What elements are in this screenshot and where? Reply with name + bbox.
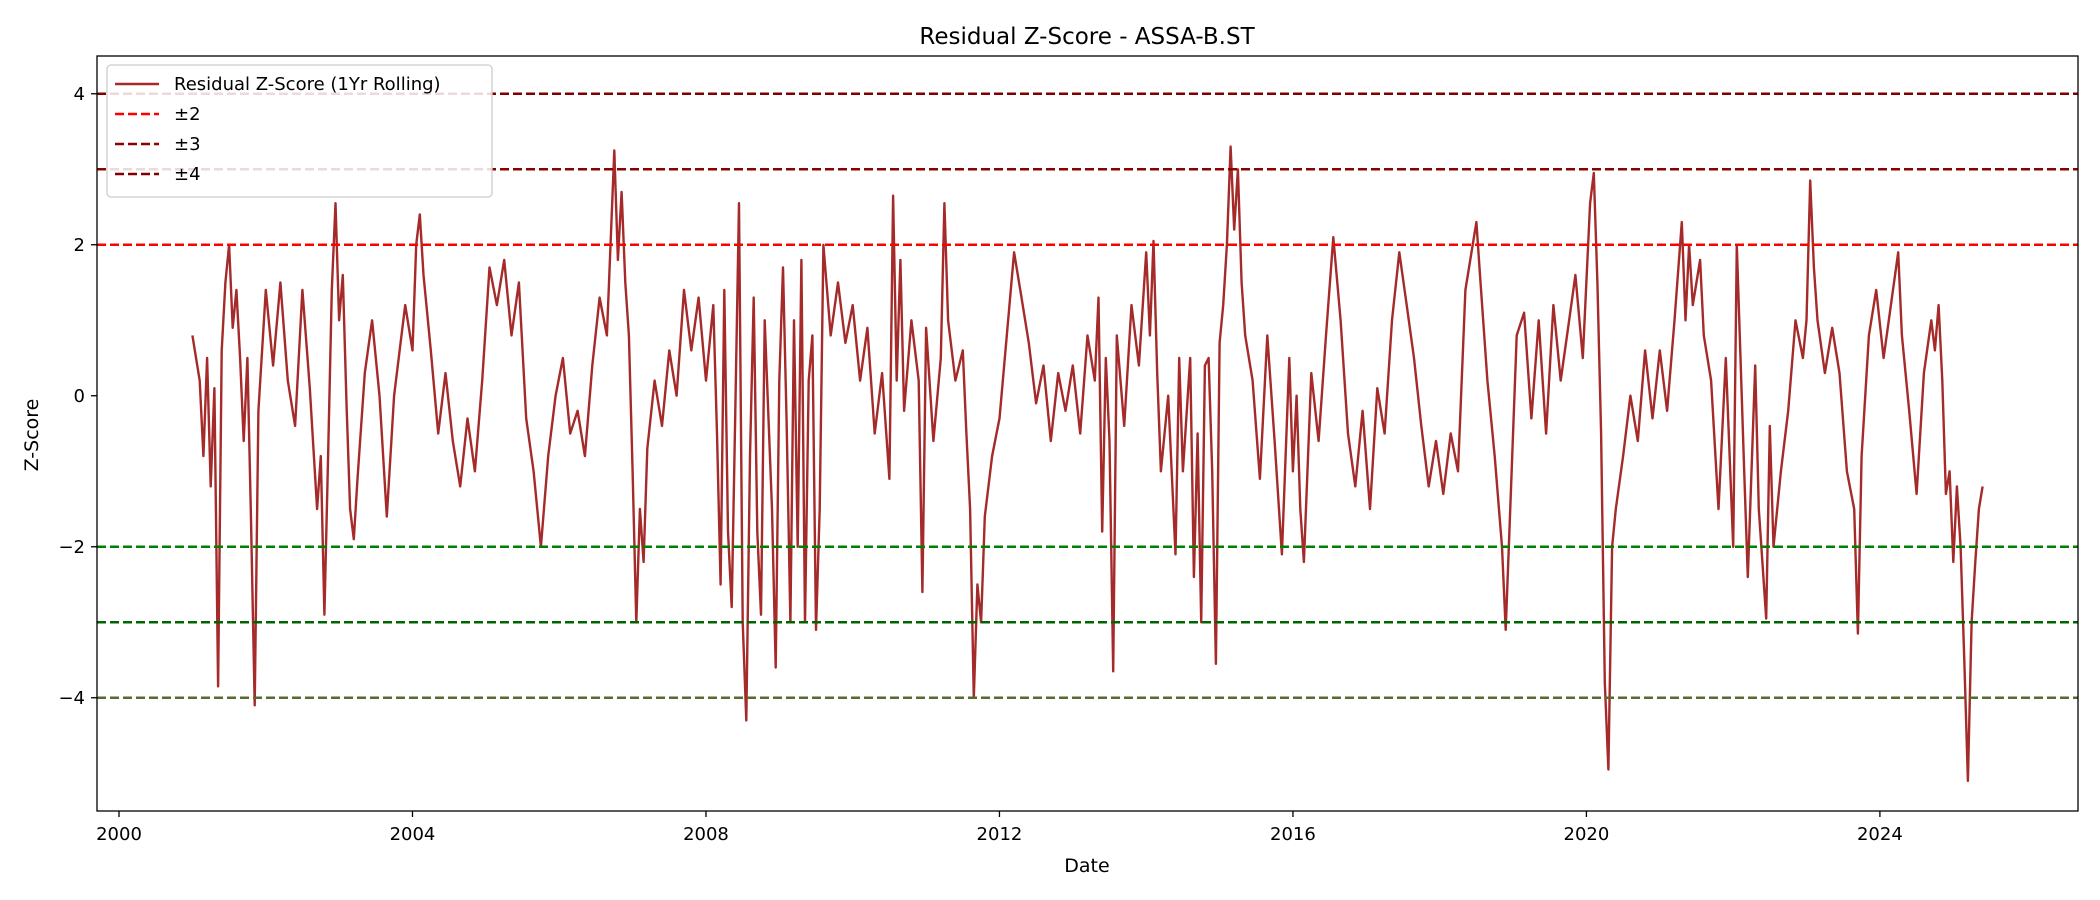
- x-tick-label: 2008: [683, 824, 729, 845]
- x-tick-label: 2020: [1564, 824, 1610, 845]
- x-tick-label: 2004: [390, 824, 436, 845]
- y-tick-label: −2: [58, 537, 85, 558]
- axes: 2000 2004 2008 2012 2016 2020 2024 4 2 0 −2 −4: [58, 55, 2079, 845]
- chart-title: Residual Z-Score - ASSA-B.ST: [919, 24, 1255, 50]
- y-axis-label: Z-Score: [21, 399, 43, 472]
- plot-frame: [96, 55, 2079, 812]
- x-tick-label: 2016: [1270, 824, 1316, 845]
- x-tick-label: 2024: [1857, 824, 1903, 845]
- y-tick-label: 2: [74, 235, 85, 256]
- y-tick-label: 0: [74, 386, 85, 407]
- y-tick-label: −4: [58, 688, 85, 709]
- y-tick-label: 4: [74, 84, 85, 105]
- series-line-residual-zscore: [191, 145, 1984, 782]
- legend-label: ±3: [174, 134, 201, 155]
- legend-label: ±2: [174, 104, 201, 125]
- x-tick-label: 2012: [977, 824, 1023, 845]
- legend-box: [106, 64, 493, 198]
- legend-label: ±4: [174, 164, 201, 185]
- legend-label: Residual Z-Score (1Yr Rolling): [174, 74, 441, 95]
- legend: Residual Z-Score (1Yr Rolling) ±2 ±3 ±4: [106, 64, 493, 198]
- x-tick-label: 2000: [96, 824, 142, 845]
- x-axis-label: Date: [1064, 855, 1109, 877]
